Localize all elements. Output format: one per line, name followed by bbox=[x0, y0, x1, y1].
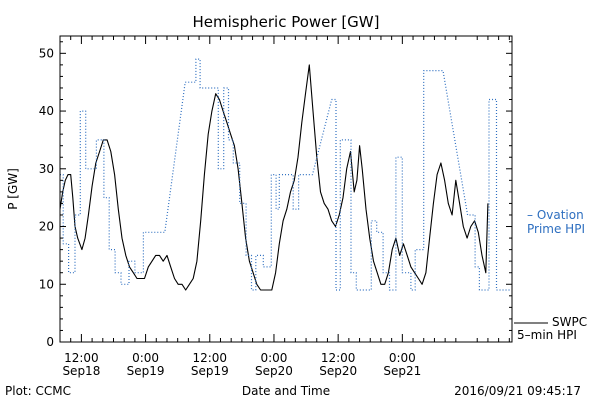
x-tick-date-label-1: Sep19 bbox=[127, 364, 165, 378]
y-tick-label-30: 30 bbox=[39, 162, 54, 176]
legend-swpc-line1: SWPC bbox=[552, 315, 587, 329]
footer-timestamp: 2016/09/21 09:45:17 bbox=[454, 384, 581, 398]
y-tick-label-40: 40 bbox=[39, 104, 54, 118]
legend-swpc-line2: 5–min HPI bbox=[517, 328, 577, 342]
x-tick-date-label-0: Sep18 bbox=[62, 364, 100, 378]
legend: – Ovation Prime HPI SWPC 5–min HPI bbox=[514, 208, 587, 342]
y-tick-label-0: 0 bbox=[46, 335, 54, 349]
x-tick-time-label-5: 0:00 bbox=[389, 351, 416, 365]
series-line-swpc-hpi bbox=[59, 64, 489, 291]
x-tick-date-label-5: Sep21 bbox=[383, 364, 421, 378]
series-line-ovation-prime-hpi bbox=[60, 58, 512, 291]
y-tick-label-50: 50 bbox=[39, 46, 54, 60]
legend-ovation-line2: Prime HPI bbox=[527, 222, 585, 236]
x-axis-label: Date and Time bbox=[242, 384, 330, 398]
x-tick-time-label-3: 0:00 bbox=[260, 351, 287, 365]
y-axis-label: P [GW] bbox=[6, 168, 20, 210]
chart-title: Hemispheric Power [GW] bbox=[193, 13, 380, 31]
x-tick-date-label-3: Sep20 bbox=[255, 364, 293, 378]
legend-ovation-line1: – Ovation bbox=[527, 208, 584, 222]
x-tick-date-label-4: Sep20 bbox=[319, 364, 357, 378]
y-tick-label-20: 20 bbox=[39, 220, 54, 234]
x-tick-time-label-1: 0:00 bbox=[132, 351, 159, 365]
plot-frame bbox=[59, 35, 513, 343]
x-tick-time-label-4: 12:00 bbox=[321, 351, 356, 365]
x-tick-time-label-0: 12:00 bbox=[64, 351, 99, 365]
y-tick-label-10: 10 bbox=[39, 277, 54, 291]
x-tick-date-label-2: Sep19 bbox=[191, 364, 229, 378]
footer-plot-credit: Plot: CCMC bbox=[5, 384, 71, 398]
x-tick-time-label-2: 12:00 bbox=[192, 351, 227, 365]
